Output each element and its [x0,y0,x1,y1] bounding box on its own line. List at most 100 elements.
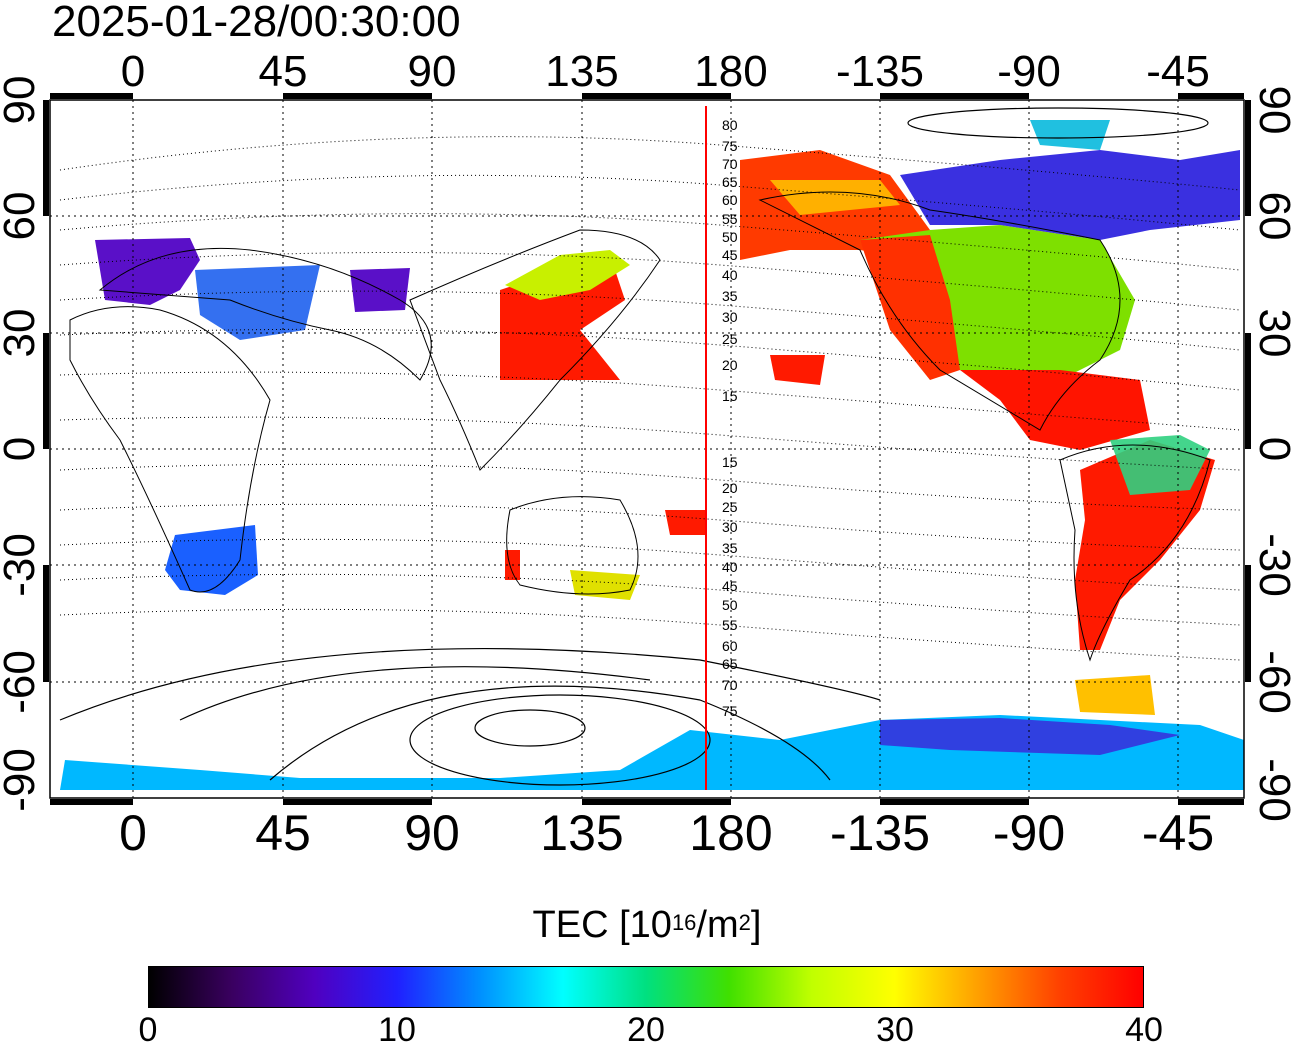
colorbar-title-suffix: ] [750,904,762,946]
contour-label: 55 [722,211,738,227]
coastlines [69,191,1211,662]
central-asia-tec-patch [350,268,410,312]
antarctica-west-patch [880,718,1180,755]
bottom-lon-tick: 135 [540,805,623,861]
europe-tec-patch [95,238,200,305]
left-lat-tick: -90 [0,748,44,812]
tec-map: 80 75 70 65 60 55 50 45 40 35 30 25 20 1… [0,47,1294,861]
colorbar-title-unit: /m [696,904,739,946]
left-lat-tick: 30 [0,309,44,358]
colorbar-tick-label: 10 [378,1011,416,1049]
top-lon-tick: 135 [545,47,618,96]
map-frame [49,99,1245,799]
contour-label: 30 [722,309,738,325]
contour-label: 30 [722,519,738,535]
frame-bars [43,93,1251,805]
magnetic-contours [59,136,1241,661]
left-lat-tick: -30 [0,533,44,597]
left-lat-tick: -60 [0,650,44,714]
colorbar-tick-label: 30 [876,1011,914,1049]
colorbar-title: TEC [1016/m2] [0,903,1294,947]
bottom-lon-tick: 90 [404,805,460,861]
map-grid [50,100,1244,798]
tec-colorbar [148,966,1144,1008]
southern-africa-tec-patch [165,525,258,595]
colorbar-tick-label: 0 [138,1011,158,1049]
right-lat-tick: -60 [1250,650,1294,714]
japan-gradient-patch [505,250,630,300]
contour-label: 25 [722,331,738,347]
contour-label: 35 [722,540,738,556]
top-lon-tick: 0 [121,47,145,96]
colorbar-title-prefix: TEC [10 [532,904,672,946]
right-lat-tick: -90 [1250,758,1294,822]
top-lon-tick: 180 [694,47,767,96]
right-lat-tick: 30 [1250,309,1294,358]
right-lat-tick: 60 [1250,192,1294,241]
right-lat-tick: 0 [1250,437,1294,461]
left-latitude-ticks: 90 60 30 0 -30 -60 -90 [0,76,44,812]
gulf-tec-patch [960,370,1150,450]
pacific-red-patch [665,510,705,535]
contour-label: 40 [722,267,738,283]
right-lat-tick: 90 [1250,86,1294,135]
contour-label: 20 [722,357,738,373]
contour-label: 65 [722,656,738,672]
bottom-lon-tick: -90 [993,805,1065,861]
right-lat-tick: -30 [1250,533,1294,597]
australia-se-patch [570,570,640,600]
greenland-tec-patch [1030,120,1110,150]
contour-label: 70 [722,156,738,172]
alaska-north-patch [770,180,900,215]
map-timestamp: 2025-01-28/00:30:00 [52,0,461,46]
top-lon-tick: 90 [408,47,457,96]
contour-label: 20 [722,480,738,496]
colorbar-title-exponent: 16 [671,910,697,935]
top-longitude-ticks: 0 45 90 135 180 -135 -90 -45 [121,47,1210,96]
contour-label: 80 [722,117,738,133]
bottom-lon-tick: -135 [830,805,930,861]
left-lat-tick: 90 [0,76,44,125]
colorbar-tick-label: 40 [1125,1011,1163,1049]
contour-label: 55 [722,617,738,633]
brazil-mixed-patch [1110,435,1210,495]
contour-label: 25 [722,499,738,515]
bottom-lon-tick: 180 [689,805,772,861]
tec-data-layer [60,120,1244,790]
contour-label: 75 [722,138,738,154]
top-lon-tick: -90 [997,47,1061,96]
top-lon-tick: -45 [1146,47,1210,96]
contour-label: 15 [722,388,738,404]
contour-label: 70 [722,677,738,693]
colorbar-tick-label: 20 [627,1011,665,1049]
hawaii-tec-patch [770,355,825,385]
top-lon-tick: -135 [836,47,924,96]
top-lon-tick: 45 [259,47,308,96]
contour-label: 45 [722,578,738,594]
south-america-tec-patch [1075,440,1215,650]
contour-label: 45 [722,247,738,263]
contour-label: 75 [722,703,738,719]
contour-label: 15 [722,454,738,470]
contour-label: 40 [722,559,738,575]
left-lat-tick: 0 [0,437,44,461]
bottom-lon-tick: 0 [119,805,147,861]
west-coast-tec-patch [860,235,960,380]
mideast-tec-patch [195,265,320,340]
left-lat-tick: 60 [0,192,44,241]
pole-contours [59,107,1209,786]
contour-label: 50 [722,229,738,245]
antarctic-peninsula-patch [1075,675,1155,715]
right-latitude-ticks: 90 60 30 0 -30 -60 -90 [1250,86,1294,822]
contour-label: 65 [722,174,738,190]
contour-label: 60 [722,638,738,654]
contour-label: 50 [722,597,738,613]
bottom-longitude-ticks: 0 45 90 135 180 -135 -90 -45 [119,805,1214,861]
contour-label: 35 [722,288,738,304]
colorbar-title-exponent-2: 2 [738,910,751,935]
bottom-lon-tick: 45 [255,805,311,861]
contour-labels: 80 75 70 65 60 55 50 45 40 35 30 25 20 1… [722,117,738,719]
contour-label: 60 [722,192,738,208]
canada-tec-patch [900,150,1240,240]
bottom-lon-tick: -45 [1142,805,1214,861]
